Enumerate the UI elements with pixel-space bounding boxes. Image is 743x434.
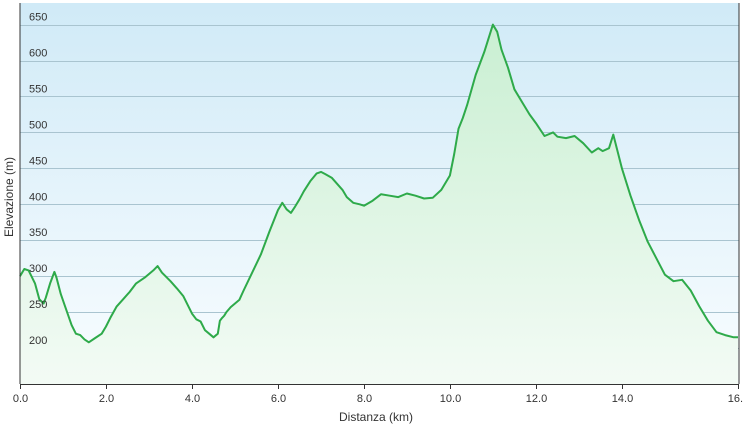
y-tick-label: 650 (29, 12, 47, 24)
y-tick-label: 300 (29, 263, 47, 275)
y-tick-label: 450 (29, 155, 47, 167)
y-axis-title: Elevazione (m) (2, 157, 16, 237)
elevation-area-layer (19, 23, 738, 384)
x-tick-label: 16.7 (728, 393, 743, 405)
x-tick-label: 0.0 (13, 393, 28, 405)
x-axis-title: Distanza (km) (339, 410, 413, 424)
x-tick-label: 12.0 (526, 393, 547, 405)
x-tick-label: 14.0 (612, 393, 633, 405)
x-tick-labels: 0.0 2.0 4.0 6.0 8.0 10.0 12.0 14.0 16.7 (13, 384, 743, 405)
elevation-line (19, 23, 738, 344)
x-tick-label: 8.0 (357, 393, 372, 405)
y-tick-labels: 200 250 300 350 400 450 500 550 600 650 (29, 12, 47, 347)
y-tick-label: 600 (29, 48, 47, 60)
y-tick-label: 550 (29, 83, 47, 95)
x-tick-label: 6.0 (271, 393, 286, 405)
axes (19, 3, 740, 385)
y-tick-label: 350 (29, 227, 47, 239)
y-tick-label: 200 (29, 335, 47, 347)
y-tick-label: 400 (29, 191, 47, 203)
elevation-area-fill (20, 24, 738, 384)
y-tick-label: 500 (29, 119, 47, 131)
x-tick-label: 10.0 (440, 393, 461, 405)
x-tick-label: 4.0 (185, 393, 200, 405)
y-tick-label: 250 (29, 299, 47, 311)
x-tick-label: 2.0 (99, 393, 114, 405)
